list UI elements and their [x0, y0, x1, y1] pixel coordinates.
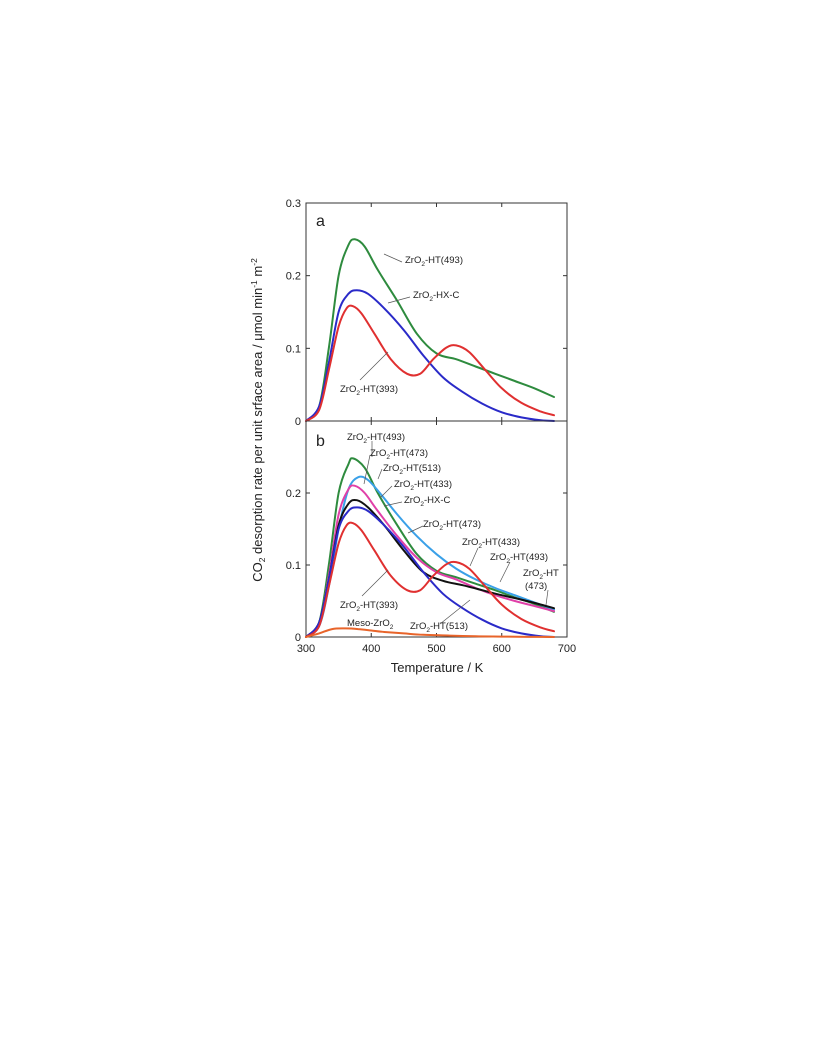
label-b-ht393: ZrO2-HT(393) [340, 600, 398, 613]
panel-b-y-tick-label: 0 [295, 632, 301, 644]
label-b-ht493-top: ZrO2-HT(493) [347, 432, 405, 445]
x-tick-label: 300 [297, 643, 315, 655]
panel-b: 300 400 500 600 700 0 0.1 0.2 b ZrO2-HT(493) Zr… [286, 420, 576, 655]
panel-b-series-zro2-ht-473- [305, 484, 555, 638]
leader-a-493 [383, 253, 403, 263]
leader-a-hxc [387, 296, 411, 304]
label-b-meso: Meso-ZrO2 [347, 618, 394, 631]
panel-a-series-zro2-ht-493- [305, 238, 555, 422]
panel-b-series-meso-zro2 [305, 627, 555, 638]
label-a-hxc: ZrO2-HX-C [413, 290, 460, 303]
label-b-ht473-right: ZrO2-HT [523, 568, 559, 581]
panel-b-y-tick-label: 0.2 [286, 488, 301, 500]
panel-b-series-zro2-ht-493- [305, 457, 555, 638]
panel-a-series-zro2-hx-c [305, 289, 555, 422]
panel-b-series-zro2-hx-c [305, 506, 555, 638]
label-a-ht493: ZrO2-HT(493) [405, 255, 463, 268]
label-b-ht433-mid: ZrO2-HT(433) [462, 537, 520, 550]
label-b-ht513-top: ZrO2-HT(513) [383, 463, 441, 476]
label-b-ht473-mid: ZrO2-HT(473) [423, 519, 481, 532]
panel-b-series-zro2-ht-393- [305, 521, 555, 638]
x-tick-label: 700 [558, 643, 576, 655]
label-b-473-paren: (473) [525, 581, 547, 592]
panel-a-y-tick-label: 0.2 [286, 271, 301, 283]
label-a-ht393: ZrO2-HT(393) [340, 384, 398, 397]
leader-b-433b [469, 547, 479, 567]
panel-b-y-tick-label: 0.1 [286, 560, 301, 572]
panel-a-ticks: 0 0.1 0.2 0.3 [286, 198, 568, 428]
panel-b-ticks: 300 400 500 600 700 0 0.1 0.2 [286, 421, 576, 655]
x-axis-title: Temperature / K [391, 660, 484, 675]
leader-b-473b [407, 525, 424, 534]
y-axis-title: CO2 desorption rate per unit srface area… [249, 258, 267, 582]
leader-b-433a [379, 485, 393, 499]
panel-a-series-zro2-ht-393- [305, 304, 555, 422]
leader-b-473a [363, 454, 371, 485]
leader-b-493b [499, 561, 511, 583]
leader-b-513a [377, 468, 383, 480]
panel-a-y-tick-label: 0.3 [286, 198, 301, 210]
panel-a-curves [305, 238, 555, 422]
label-b-ht473-top: ZrO2-HT(473) [370, 448, 428, 461]
panel-a-y-tick-label: 0 [295, 416, 301, 428]
label-b-hxc: ZrO2-HX-C [404, 495, 451, 508]
leader-a-393 [359, 351, 389, 381]
label-b-ht513-bottom: ZrO2-HT(513) [410, 621, 468, 634]
panel-a-y-tick-label: 0.1 [286, 343, 301, 355]
x-tick-label: 400 [362, 643, 380, 655]
leader-b-513b [439, 599, 471, 625]
panel-b-letter: b [316, 433, 325, 450]
x-tick-label: 600 [493, 643, 511, 655]
panel-a-letter: a [316, 213, 325, 230]
leader-b-hxc [383, 501, 403, 507]
panel-b-curves [305, 457, 555, 638]
leader-b-393 [361, 569, 389, 597]
label-b-ht433-top: ZrO2-HT(433) [394, 479, 452, 492]
label-b-ht493-mid: ZrO2-HT(493) [490, 552, 548, 565]
leader-b-473c [545, 589, 549, 606]
panel-a: 0 0.1 0.2 0.3 a ZrO2-HT(493) ZrO2-HX-C ZrO2… [286, 198, 568, 428]
x-tick-label: 500 [427, 643, 445, 655]
